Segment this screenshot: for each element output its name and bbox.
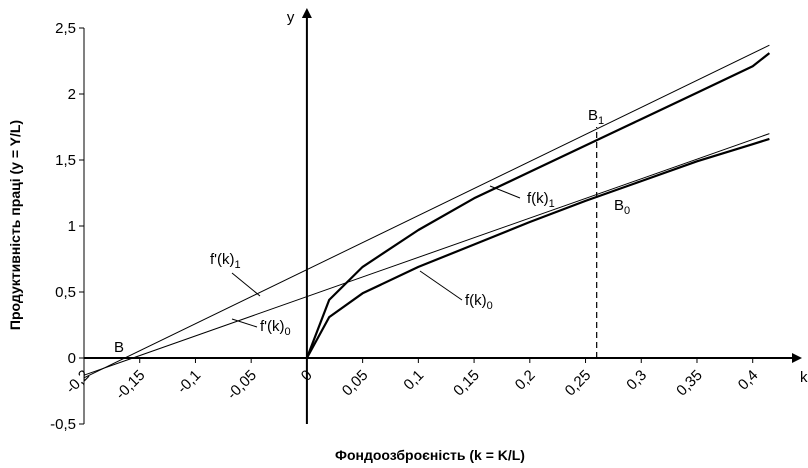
series-line-0 (305, 52, 771, 359)
annotation-b0: B0 (614, 197, 630, 217)
y-tick-label: 2,5 (55, 20, 76, 37)
x-tick-label: -0,2 (63, 367, 93, 397)
annotation-b1: B1 (588, 107, 604, 127)
leader-line-fprime1 (231, 272, 261, 297)
x-tick-label: 0,35 (673, 367, 706, 400)
x-tick-label: 0,1 (400, 367, 427, 394)
y-tick-label: 1,5 (55, 152, 76, 169)
x-axis-title: Фондоозброєність (k = K/L) (335, 447, 525, 463)
x-tick-label: 0,2 (512, 367, 539, 394)
annotation-b: B (114, 339, 124, 356)
x-tick-label: 0,3 (623, 367, 650, 394)
x-axis-letter: k (800, 369, 808, 386)
y-axis-letter: y (287, 9, 295, 26)
y-tick-label: 0,5 (55, 284, 76, 301)
leader-line-fprime0 (231, 318, 258, 328)
x-tick-label: -0,15 (112, 367, 148, 403)
series-line-2 (83, 44, 770, 379)
y-tick-label: 2 (68, 86, 76, 103)
x-tick-label: -0,1 (174, 367, 204, 397)
series-line-1 (305, 137, 770, 359)
series-label-f0: f(k)0 (465, 292, 493, 312)
y-axis-title: Продуктивність праці (y = Y/L) (7, 120, 23, 330)
x-tick-label: 0,4 (735, 367, 762, 394)
series-label-fprime0: f'(k)0 (260, 318, 291, 338)
series-line-3 (83, 133, 770, 376)
leader-line-f0 (419, 270, 463, 301)
x-tick-label: 0,15 (450, 367, 483, 400)
x-tick-label: 0,25 (562, 367, 595, 400)
y-tick-label: 0 (68, 350, 76, 367)
series-label-fprime1: f'(k)1 (210, 251, 241, 271)
x-tick-label: -0,05 (224, 367, 260, 403)
series-label-f1: f(k)1 (527, 190, 555, 210)
x-tick-label: 0,05 (339, 367, 372, 400)
y-tick-label: 1 (68, 218, 76, 235)
y-tick-label: -0,5 (50, 416, 76, 433)
leader-line-f1 (489, 185, 521, 199)
